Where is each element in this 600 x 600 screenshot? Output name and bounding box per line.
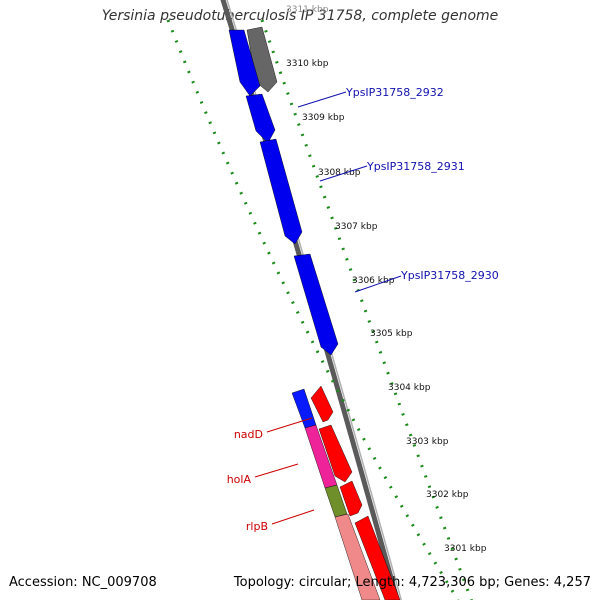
gene-rlpB-block — [324, 484, 348, 518]
genome-title: Yersinia pseudotuberculosis IP 31758, co… — [101, 8, 499, 24]
tick-label-3306: 3306 kbp — [352, 276, 395, 286]
outer-dotted-track — [260, 19, 473, 600]
genome-summary-text: Topology: circular; Length: 4,723,306 bp… — [233, 575, 591, 590]
gene-label-YpsIP31758_2930: YpsIP31758_2930 — [400, 269, 499, 282]
tick-label-3311: 3311 kbp — [286, 5, 329, 15]
tick-label-3303: 3303 kbp — [406, 437, 449, 447]
gene-nadD — [291, 388, 317, 429]
leader-line-holA — [254, 463, 299, 478]
gene-label-nadD: nadD — [234, 428, 263, 441]
gene-label-YpsIP31758_2932: YpsIP31758_2932 — [345, 86, 444, 99]
gene-YpsIP31758_2931-a — [245, 93, 276, 144]
gene-label-rlpB: rlpB — [246, 520, 268, 533]
gene-label-YpsIP31758_2931: YpsIP31758_2931 — [366, 160, 465, 173]
gene-salmon-block — [334, 513, 381, 600]
tick-label-3310: 3310 kbp — [286, 59, 329, 69]
tick-label-3304: 3304 kbp — [388, 383, 431, 393]
tick-label-3305: 3305 kbp — [370, 329, 413, 339]
gene-YpsIP31758_2930 — [293, 253, 339, 356]
tick-label-3307: 3307 kbp — [335, 222, 378, 232]
gene-red-1 — [310, 385, 334, 423]
gene-YpsIP31758_2931 — [259, 138, 303, 245]
leader-line-nadD — [266, 417, 313, 433]
tick-label-3308: 3308 kbp — [318, 168, 361, 178]
gene-red-3 — [339, 480, 363, 517]
tick-label-3301: 3301 kbp — [444, 544, 487, 554]
leader-line-YpsIP31758_2931 — [319, 165, 368, 182]
tick-label-3309: 3309 kbp — [302, 113, 345, 123]
gene-red-4 — [354, 515, 401, 600]
leader-line-YpsIP31758_2930 — [354, 275, 402, 293]
leader-line-rlpB — [271, 509, 315, 525]
tick-label-3302: 3302 kbp — [426, 490, 469, 500]
gene-label-holA: holA — [227, 473, 252, 486]
leader-line-YpsIP31758_2932 — [297, 91, 347, 108]
gene-red-2 — [318, 424, 353, 483]
accession-text: Accession: NC_009708 — [9, 575, 157, 590]
gene-YpsIP31758_2932 — [228, 29, 261, 97]
